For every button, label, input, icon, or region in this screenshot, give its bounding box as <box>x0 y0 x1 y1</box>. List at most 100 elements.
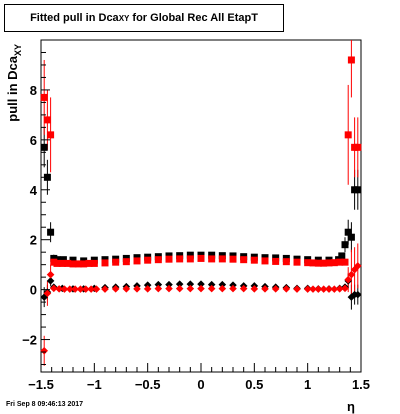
data-point-square <box>341 241 349 249</box>
data-point-square <box>176 255 184 263</box>
data-point-diamond <box>154 280 163 289</box>
data-point-square <box>218 255 226 263</box>
y-tick-label: 6 <box>30 133 37 148</box>
data-point-diamond <box>250 285 259 293</box>
data-point-diamond <box>165 280 173 289</box>
data-point-diamond <box>293 285 301 293</box>
data-point-diamond <box>186 280 195 288</box>
y-tick-label: 0 <box>30 283 37 298</box>
data-point-square <box>40 93 48 101</box>
y-tick-label: −2 <box>22 333 37 348</box>
data-point-diamond <box>314 285 323 293</box>
data-point-square <box>208 255 216 263</box>
data-point-square <box>59 256 67 264</box>
data-point-diamond <box>46 270 55 279</box>
data-point-diamond <box>319 285 328 293</box>
data-point-diamond <box>309 285 317 293</box>
data-point-square <box>47 131 55 139</box>
data-point-square <box>309 259 317 267</box>
data-point-diamond <box>71 285 79 293</box>
data-point-diamond <box>40 293 48 301</box>
data-point-diamond <box>218 280 227 289</box>
data-point-square <box>338 252 346 260</box>
data-point-diamond <box>335 285 344 293</box>
data-point-diamond <box>40 346 48 355</box>
data-point-square <box>186 255 194 263</box>
data-point-square <box>43 116 51 124</box>
chart-title-main: Fitted pull in Dca <box>30 12 119 24</box>
data-point-square <box>80 260 88 268</box>
chart-title-suffix: for Global Rec All EtapT <box>129 12 258 24</box>
data-point-square <box>354 186 362 194</box>
data-point-square <box>69 256 77 264</box>
data-point-diamond <box>197 284 205 293</box>
data-point-diamond <box>354 262 362 270</box>
data-point-diamond <box>43 289 52 298</box>
x-tick-label: 1 <box>304 377 311 392</box>
data-point-square <box>282 258 290 266</box>
data-point-diamond <box>55 285 63 293</box>
data-point-square <box>90 259 98 267</box>
data-point-square <box>186 251 194 259</box>
data-point-square <box>43 173 51 181</box>
data-point-diamond <box>87 285 95 293</box>
x-axis-label: η <box>347 399 355 414</box>
x-tick-label: −1.5 <box>28 377 54 392</box>
data-point-square <box>330 259 338 267</box>
data-point-square <box>314 259 322 267</box>
data-point-diamond <box>341 284 349 293</box>
data-point-diamond <box>218 284 227 293</box>
data-point-square <box>58 259 66 267</box>
data-point-square <box>197 254 205 262</box>
data-point-square <box>250 256 258 264</box>
timestamp-footer: Fri Sep 8 09:46:13 2017 <box>6 401 84 408</box>
data-point-diamond <box>133 285 141 293</box>
data-point-diamond <box>207 284 216 293</box>
x-tick-label: 1.5 <box>352 377 370 392</box>
data-point-diamond <box>330 285 339 293</box>
data-point-diamond <box>347 293 356 301</box>
data-point-square <box>122 258 130 266</box>
x-tick-label: 0.5 <box>245 377 263 392</box>
data-point-diamond <box>350 265 359 274</box>
y-tick-label: 4 <box>30 183 38 198</box>
data-point-square <box>64 259 72 267</box>
data-point-diamond <box>239 284 248 293</box>
data-point-square <box>293 258 301 266</box>
data-point-diamond <box>60 285 69 293</box>
data-point-diamond <box>76 285 85 293</box>
y-tick-label: 2 <box>30 233 37 248</box>
data-point-square <box>69 260 77 268</box>
data-point-square <box>354 143 362 151</box>
data-point-diamond <box>347 270 356 279</box>
data-point-square <box>240 256 248 264</box>
data-point-square <box>74 260 82 268</box>
data-point-square <box>47 228 55 236</box>
data-point-diamond <box>175 284 184 293</box>
data-point-square <box>101 259 109 267</box>
data-point-square <box>272 257 280 265</box>
data-point-square <box>344 131 352 139</box>
x-tick-label: −1 <box>87 377 102 392</box>
data-point-diamond <box>165 284 173 293</box>
data-point-diamond <box>92 285 101 293</box>
data-point-square <box>336 258 344 266</box>
data-point-diamond <box>46 277 55 285</box>
data-point-diamond <box>82 285 90 293</box>
data-point-square <box>144 256 152 264</box>
plot-frame <box>40 39 362 373</box>
data-point-diamond <box>261 285 269 293</box>
x-tick-label: −0.5 <box>135 377 161 392</box>
data-point-diamond <box>282 285 291 293</box>
data-point-square <box>85 259 93 267</box>
data-point-square <box>133 257 141 265</box>
chart-title: Fitted pull in Dca XY for Global Rec All … <box>4 4 284 32</box>
data-point-square <box>229 255 237 263</box>
data-point-diamond <box>66 285 74 293</box>
data-point-diamond <box>229 284 237 293</box>
data-point-diamond <box>143 285 152 293</box>
data-point-square <box>344 228 352 236</box>
data-point-diamond <box>325 285 333 293</box>
data-point-square <box>261 257 269 265</box>
